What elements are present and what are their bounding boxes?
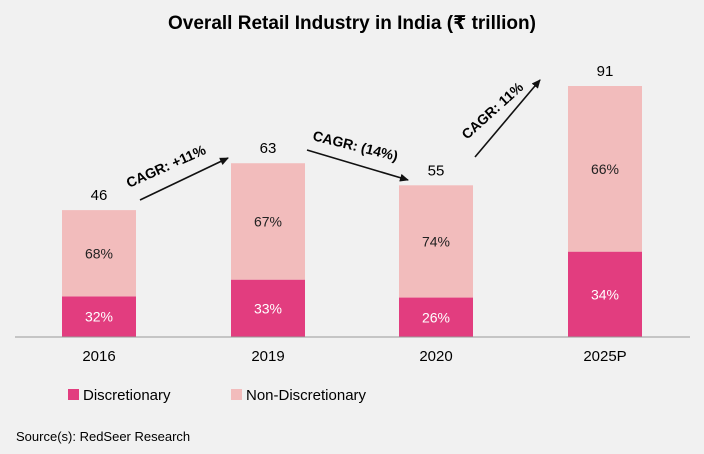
bar-non-discretionary-2020[interactable] [399, 185, 473, 298]
legend-swatch-non-discretionary [231, 389, 242, 400]
chart-title: Overall Retail Industry in India (₹ tril… [168, 13, 536, 34]
bar-non-discretionary-2025P[interactable] [568, 86, 642, 252]
label-discretionary-2019: 33% [254, 300, 282, 316]
label-non-discretionary-2020: 74% [422, 233, 450, 249]
bar-discretionary-2019[interactable] [231, 279, 305, 337]
label-discretionary-2016: 32% [85, 309, 113, 325]
category-label-2025P: 2025P [583, 348, 626, 365]
bar-discretionary-2016[interactable] [62, 296, 136, 337]
label-non-discretionary-2025P: 66% [591, 161, 619, 177]
label-non-discretionary-2019: 67% [254, 213, 282, 229]
cagr-label-1: CAGR: +11% [124, 141, 209, 190]
cagr-arrow-2 [306, 149, 409, 182]
cagr-arrow-1 [139, 157, 229, 201]
bar-non-discretionary-2016[interactable] [62, 210, 136, 297]
cagr-arrow-3 [474, 79, 541, 158]
total-label-2025P: 91 [597, 63, 614, 80]
cagr-label-2: CAGR: (14%) [311, 127, 399, 164]
source-note: Source(s): RedSeer Research [16, 429, 190, 444]
bar-discretionary-2025P[interactable] [568, 251, 642, 337]
total-label-2016: 46 [91, 187, 108, 204]
total-label-2019: 63 [260, 140, 277, 157]
label-discretionary-2020: 26% [422, 309, 450, 325]
legend-swatch-discretionary [68, 389, 79, 400]
cagr-label-3: CAGR: 11% [458, 78, 526, 142]
category-label-2016: 2016 [82, 348, 115, 365]
category-label-2019: 2019 [251, 348, 284, 365]
bar-discretionary-2020[interactable] [399, 297, 473, 337]
legend-label-non-discretionary: Non-Discretionary [246, 387, 367, 404]
total-label-2020: 55 [428, 162, 445, 179]
category-label-2020: 2020 [419, 348, 452, 365]
legend-label-discretionary: Discretionary [83, 387, 171, 404]
label-non-discretionary-2016: 68% [85, 245, 113, 261]
bar-non-discretionary-2019[interactable] [231, 163, 305, 280]
label-discretionary-2025P: 34% [591, 286, 619, 302]
